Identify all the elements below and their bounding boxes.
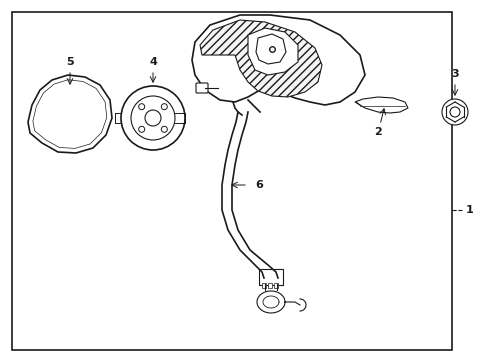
Text: 5: 5 — [66, 57, 74, 67]
Bar — [273, 283, 278, 288]
Bar — [12, 12, 451, 350]
Text: 3: 3 — [450, 69, 458, 79]
Bar — [262, 283, 265, 288]
FancyBboxPatch shape — [196, 83, 207, 93]
Circle shape — [441, 99, 467, 125]
Polygon shape — [28, 75, 112, 153]
Text: 4: 4 — [149, 57, 157, 67]
Polygon shape — [256, 34, 285, 64]
Text: 2: 2 — [373, 127, 381, 137]
Polygon shape — [200, 20, 321, 97]
Bar — [267, 283, 271, 288]
Text: 1: 1 — [465, 205, 473, 215]
Polygon shape — [247, 28, 297, 75]
FancyBboxPatch shape — [259, 269, 283, 285]
Text: 6: 6 — [254, 180, 263, 190]
Circle shape — [121, 86, 184, 150]
